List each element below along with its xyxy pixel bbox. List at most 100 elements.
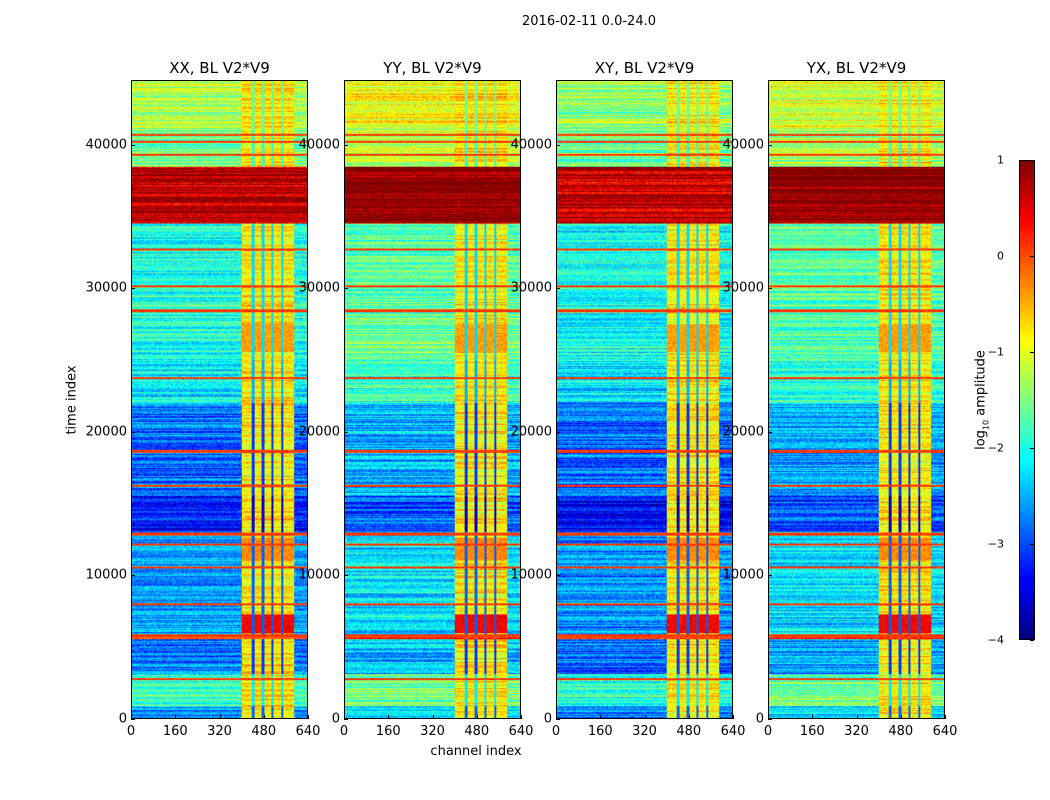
y-tick-label: 40000 xyxy=(722,137,764,153)
x-tick-label: 0 xyxy=(339,724,349,739)
y-tick-mark xyxy=(556,575,560,577)
x-tick-mark xyxy=(476,715,478,719)
y-tick-mark xyxy=(556,288,560,290)
colorbar-tick-mark xyxy=(1030,544,1034,545)
y-tick-mark xyxy=(768,575,772,577)
y-tick-label: 20000 xyxy=(722,424,764,440)
x-tick-mark xyxy=(812,715,814,719)
x-tick-mark xyxy=(263,715,265,719)
x-tick-label: 320 xyxy=(844,724,869,739)
colorbar-tick-mark xyxy=(1030,256,1034,257)
x-tick-label: 320 xyxy=(420,724,445,739)
heatmap-panel xyxy=(556,80,733,719)
y-tick-mark xyxy=(344,719,348,720)
colorbar-tick-mark xyxy=(1030,160,1034,161)
y-tick-label: 20000 xyxy=(510,424,552,440)
y-tick-label: 30000 xyxy=(298,280,340,296)
y-tick-mark xyxy=(131,431,135,433)
y-tick-mark xyxy=(131,288,135,290)
x-tick-label: 320 xyxy=(632,724,657,739)
x-tick-mark xyxy=(556,715,557,719)
heatmap-panel xyxy=(344,80,521,719)
y-tick-mark xyxy=(768,431,772,433)
x-tick-mark xyxy=(945,715,946,719)
y-tick-label: 30000 xyxy=(85,280,127,296)
y-tick-label: 40000 xyxy=(85,137,127,153)
y-tick-mark xyxy=(768,719,772,720)
x-tick-mark xyxy=(688,715,690,719)
y-tick-label: 30000 xyxy=(510,280,552,296)
x-tick-label: 640 xyxy=(295,724,321,739)
y-tick-mark xyxy=(768,144,772,146)
heatmap-panel xyxy=(768,80,945,719)
colorbar-label-rest: amplitude xyxy=(973,350,989,420)
y-tick-label: 20000 xyxy=(298,424,340,440)
x-tick-mark xyxy=(432,715,434,719)
y-tick-label: 10000 xyxy=(85,567,127,583)
y-tick-label: 30000 xyxy=(722,280,764,296)
colorbar xyxy=(1019,160,1035,640)
heatmap-panel xyxy=(131,80,308,719)
x-tick-label: 160 xyxy=(799,724,825,739)
x-tick-label: 480 xyxy=(464,724,490,739)
colorbar-tick-mark xyxy=(1030,448,1034,449)
y-axis-label: time index xyxy=(64,365,80,435)
x-tick-label: 160 xyxy=(162,724,188,739)
y-tick-label: 10000 xyxy=(510,567,552,583)
y-tick-mark xyxy=(344,144,348,146)
x-tick-mark xyxy=(600,715,602,719)
panel-title: XX, BL V2*V9 xyxy=(169,59,270,77)
colorbar-label-main: log xyxy=(973,430,989,450)
x-tick-mark xyxy=(344,715,345,719)
x-tick-label: 480 xyxy=(251,724,277,739)
x-tick-mark xyxy=(856,715,858,719)
heatmap-image xyxy=(345,81,520,718)
colorbar-tick-label: −4 xyxy=(987,633,1004,647)
figure-title: 2016-02-11 0.0-24.0 xyxy=(522,14,656,29)
x-tick-label: 640 xyxy=(932,724,958,739)
y-tick-mark xyxy=(344,288,348,290)
x-tick-label: 640 xyxy=(720,724,746,739)
colorbar-label: log10 amplitude xyxy=(974,350,991,450)
heatmap-image xyxy=(557,81,732,718)
x-tick-label: 160 xyxy=(375,724,401,739)
y-tick-label: 0 xyxy=(543,711,552,727)
y-tick-label: 0 xyxy=(331,711,340,727)
y-tick-label: 10000 xyxy=(298,567,340,583)
colorbar-tick-mark xyxy=(1030,640,1034,641)
y-tick-mark xyxy=(556,719,560,720)
y-tick-label: 10000 xyxy=(722,567,764,583)
x-tick-mark xyxy=(175,715,177,719)
y-tick-mark xyxy=(131,575,135,577)
x-tick-label: 480 xyxy=(888,724,914,739)
y-tick-label: 20000 xyxy=(85,424,127,440)
colorbar-tick-label: −3 xyxy=(987,537,1004,551)
x-tick-label: 160 xyxy=(587,724,613,739)
colorbar-tick-mark xyxy=(1030,352,1034,353)
y-tick-mark xyxy=(344,575,348,577)
y-tick-label: 0 xyxy=(755,711,764,727)
x-tick-mark xyxy=(768,715,769,719)
y-tick-mark xyxy=(131,144,135,146)
panel-title: XY, BL V2*V9 xyxy=(594,59,695,77)
x-tick-mark xyxy=(644,715,646,719)
x-tick-mark xyxy=(521,715,522,719)
x-tick-label: 640 xyxy=(508,724,534,739)
x-tick-label: 480 xyxy=(676,724,702,739)
colorbar-tick-label: 1 xyxy=(997,153,1004,167)
y-tick-mark xyxy=(768,288,772,290)
y-tick-label: 0 xyxy=(118,711,127,727)
x-tick-label: 0 xyxy=(551,724,561,739)
x-tick-label: 0 xyxy=(126,724,136,739)
heatmap-image xyxy=(769,81,944,718)
x-tick-mark xyxy=(733,715,734,719)
x-tick-mark xyxy=(900,715,902,719)
x-tick-mark xyxy=(308,715,309,719)
x-tick-label: 320 xyxy=(207,724,232,739)
colorbar-tick-label: 0 xyxy=(997,249,1004,263)
x-tick-mark xyxy=(131,715,132,719)
x-tick-mark xyxy=(388,715,390,719)
panel-title: YX, BL V2*V9 xyxy=(806,59,907,77)
x-axis-label: channel index xyxy=(430,744,522,759)
